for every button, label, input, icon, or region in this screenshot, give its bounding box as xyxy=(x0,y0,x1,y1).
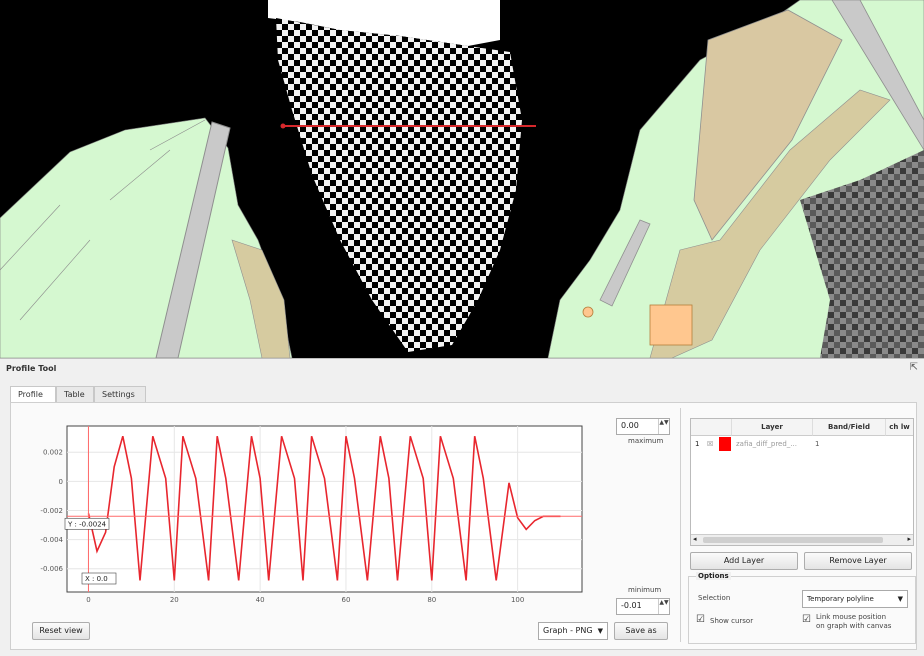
road-left xyxy=(155,121,231,358)
horizontal-scrollbar[interactable]: ◂ ▸ xyxy=(691,534,913,545)
reset-view-button[interactable]: Reset view xyxy=(32,622,90,640)
y-readout-box: Y : -0.0024 xyxy=(64,517,110,530)
column-header-layer[interactable]: Layer xyxy=(732,419,813,436)
x-readout: X : 0.0 xyxy=(85,575,108,583)
add-layer-button[interactable]: Add Layer xyxy=(690,552,798,570)
profile-plot[interactable]: 0.002 0 -0.002 -0.004 -0.006 0 20 40 60 80 100 Y … xyxy=(35,420,595,610)
min-label: minimum xyxy=(628,586,662,594)
panel-title: Profile Tool xyxy=(6,364,57,373)
profile-series-line xyxy=(87,435,561,581)
min-value: -0.01 xyxy=(621,601,642,610)
row-index: 1 xyxy=(695,440,700,448)
show-cursor-checkbox[interactable]: ☑ xyxy=(696,614,705,625)
dark-checker xyxy=(800,150,924,358)
tab-table[interactable]: Table xyxy=(56,386,94,402)
x-tick-label: 40 xyxy=(256,596,265,604)
y-tick-label: 0 xyxy=(59,478,63,486)
panel-titlebar: Profile Tool ⇱ xyxy=(0,361,924,377)
checker-area xyxy=(276,18,522,352)
graph-format-value: Graph - PNG xyxy=(543,626,593,635)
layer-band: 1 xyxy=(815,440,820,448)
max-value: 0.00 xyxy=(621,421,639,430)
scrollbar-thumb[interactable] xyxy=(703,537,883,543)
y-tick-label: 0.002 xyxy=(43,449,63,457)
x-readout-box: X : 0.0 xyxy=(81,572,117,585)
save-as-button[interactable]: Save as xyxy=(614,622,668,640)
y-tick-label: -0.004 xyxy=(40,536,63,544)
max-label: maximum xyxy=(628,437,664,445)
options-heading: Options xyxy=(696,572,731,580)
spin-arrows-icon[interactable]: ▲▼ xyxy=(658,599,669,614)
path-right xyxy=(649,89,891,358)
y-tick-label: -0.006 xyxy=(40,565,63,573)
undock-icon[interactable]: ⇱ xyxy=(909,362,918,373)
path-left xyxy=(231,239,291,358)
white-area xyxy=(268,0,500,46)
layer-color-swatch[interactable] xyxy=(719,437,731,451)
x-tick-label: 60 xyxy=(341,596,350,604)
row-checkbox[interactable]: ☒ xyxy=(707,440,714,448)
layer-name: zafia_diff_pred_... xyxy=(736,440,797,448)
column-header-band[interactable]: Band/Field xyxy=(813,419,886,436)
map-canvas[interactable] xyxy=(0,0,924,358)
road-right xyxy=(831,0,924,151)
remove-layer-button[interactable]: Remove Layer xyxy=(804,552,912,570)
splitter[interactable] xyxy=(680,408,681,642)
y-tick-label: -0.002 xyxy=(40,507,63,515)
x-tick-label: 100 xyxy=(511,596,524,604)
chevron-down-icon: ▼ xyxy=(597,627,603,635)
graph-format-select[interactable]: Graph - PNG ▼ xyxy=(538,622,608,640)
selection-label: Selection xyxy=(698,594,731,602)
plot-area xyxy=(66,425,583,593)
link-mouse-checkbox[interactable]: ☑ xyxy=(802,614,811,625)
x-tick-label: 0 xyxy=(86,596,90,604)
orange-building xyxy=(649,304,693,346)
tab-profile[interactable]: Profile xyxy=(10,386,56,403)
tab-settings[interactable]: Settings xyxy=(94,386,146,402)
spin-arrows-icon[interactable]: ▲▼ xyxy=(658,419,669,434)
y-readout: Y : -0.0024 xyxy=(67,520,107,528)
layer-table[interactable]: Layer Band/Field ch lw 1 ☒ zafia_diff_pr… xyxy=(690,418,914,546)
building-right xyxy=(693,9,843,241)
column-header-ch[interactable]: ch lw xyxy=(886,419,913,436)
scroll-right-icon[interactable]: ▸ xyxy=(907,535,911,543)
x-tick-label: 20 xyxy=(170,596,179,604)
column-header-index[interactable] xyxy=(691,419,732,436)
x-tick-label: 80 xyxy=(427,596,436,604)
link-mouse-label-line2: on graph with canvas xyxy=(816,622,892,630)
selection-select[interactable]: Temporary polyline ▼ xyxy=(802,590,908,608)
options-group xyxy=(688,576,916,644)
scroll-left-icon[interactable]: ◂ xyxy=(693,535,697,543)
link-mouse-label-line1: Link mouse position xyxy=(816,613,887,621)
max-spinbox[interactable]: 0.00 ▲▼ xyxy=(616,418,670,435)
show-cursor-label: Show cursor xyxy=(710,617,754,625)
selection-value: Temporary polyline xyxy=(807,595,874,603)
min-spinbox[interactable]: -0.01 ▲▼ xyxy=(616,598,670,615)
chevron-down-icon: ▼ xyxy=(897,595,903,603)
